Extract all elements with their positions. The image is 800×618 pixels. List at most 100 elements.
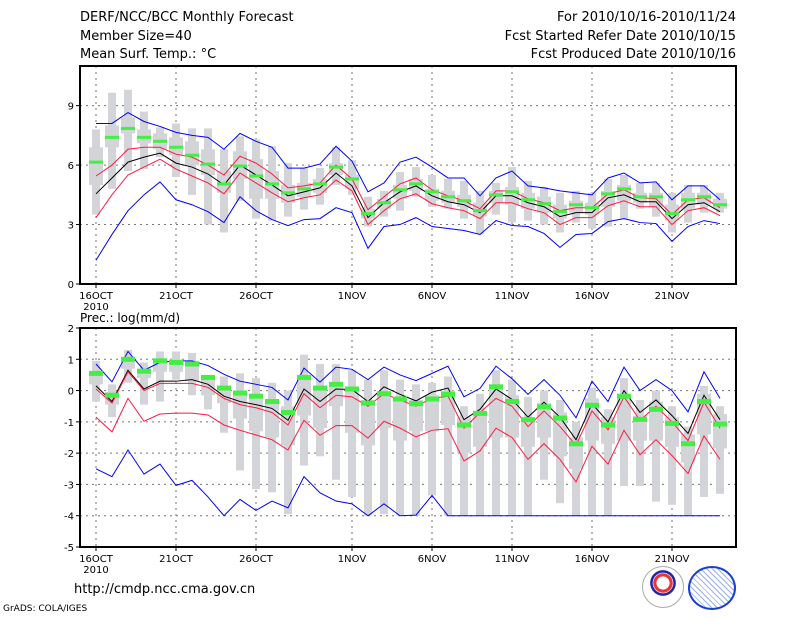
x-tick-label: 11NOV xyxy=(495,554,530,565)
range-box xyxy=(412,384,420,516)
x-tick-label: 1NOV xyxy=(338,291,367,302)
x-tick-label: 16OCT xyxy=(79,291,114,302)
marker-bar xyxy=(137,135,151,139)
y-tick-label: -3 xyxy=(64,480,74,491)
series-line-min xyxy=(95,449,720,517)
range-box xyxy=(508,379,516,516)
forecast-period: For 2010/10/16-2010/11/24 xyxy=(557,10,736,25)
range-box xyxy=(284,390,292,515)
quartile-box xyxy=(249,395,263,432)
marker-bar xyxy=(105,135,119,139)
range-box xyxy=(396,379,404,516)
marker-bar xyxy=(377,201,391,205)
range-box xyxy=(364,379,372,516)
marker-bar xyxy=(425,396,439,402)
range-box xyxy=(524,396,532,516)
y-tick-label: -2 xyxy=(64,449,74,460)
marker-bar xyxy=(649,195,663,199)
quartile-box xyxy=(521,418,535,447)
quartile-box xyxy=(585,398,599,441)
plot-frame xyxy=(79,65,737,285)
quartile-box xyxy=(617,393,631,441)
series-line-spread-upper xyxy=(95,370,721,447)
marker-bar xyxy=(553,415,567,421)
quartile-box xyxy=(489,385,503,438)
marker-bar xyxy=(233,164,247,168)
marker-bar xyxy=(601,192,615,196)
fcst-started-date: Fcst Started Refer Date 2010/10/15 xyxy=(504,29,736,44)
quartile-box xyxy=(201,149,215,175)
quartile-box xyxy=(265,399,279,438)
series-line-spread-lower xyxy=(95,158,721,226)
range-box xyxy=(492,370,500,516)
range-box xyxy=(380,370,388,515)
quartile-box xyxy=(569,200,583,213)
marker-bar xyxy=(505,190,519,194)
quartile-box xyxy=(537,403,551,438)
marker-bar xyxy=(681,198,695,202)
marker-bar xyxy=(121,126,135,130)
marker-bar xyxy=(169,145,183,149)
marker-bar xyxy=(473,209,487,213)
marker-bar xyxy=(617,393,631,399)
x-tick-label: 16NOV xyxy=(575,291,610,302)
range-box xyxy=(684,426,692,516)
quartile-box xyxy=(217,387,231,404)
marker-bar xyxy=(697,195,711,199)
marker-bar xyxy=(329,165,343,169)
marker-bar xyxy=(249,393,263,399)
quartile-box xyxy=(409,399,423,432)
quartile-box xyxy=(89,147,103,185)
marker-bar xyxy=(521,198,535,202)
marker-bar xyxy=(649,406,663,412)
marker-bar xyxy=(585,206,599,210)
marker-bar xyxy=(537,404,551,410)
x-tick-label: 1NOV xyxy=(338,554,367,565)
quartile-box xyxy=(473,412,487,447)
marker-bar xyxy=(281,409,295,415)
x-tick-label: 6NOV xyxy=(418,291,447,302)
marker-bar xyxy=(297,374,311,380)
marker-bar xyxy=(313,182,327,186)
marker-bar xyxy=(569,441,583,447)
range-box xyxy=(348,370,356,497)
marker-bar xyxy=(249,174,263,178)
website-url: http://cmdp.ncc.cma.gov.cn xyxy=(74,582,256,597)
series-line-min xyxy=(95,181,721,261)
range-box xyxy=(588,387,596,516)
marker-bar xyxy=(425,190,439,194)
marker-bar xyxy=(569,203,583,207)
marker-bar xyxy=(537,202,551,206)
marker-bar xyxy=(313,385,327,391)
y-tick-label: 6 xyxy=(68,161,74,172)
marker-bar xyxy=(553,210,567,214)
quartile-box xyxy=(425,395,439,432)
quartile-box xyxy=(425,188,439,201)
quartile-box xyxy=(633,415,647,441)
quartile-box xyxy=(121,117,135,134)
y-tick-label: 2 xyxy=(68,324,74,335)
series-line-ensemble-mean xyxy=(95,152,721,220)
panel-title: Prec.: log(mm/d) xyxy=(80,311,180,325)
quartile-box xyxy=(489,190,503,203)
range-box xyxy=(220,376,228,433)
marker-bar xyxy=(457,199,471,203)
marker-bar xyxy=(633,416,647,422)
series-line-spread-upper xyxy=(95,146,721,216)
marker-bar xyxy=(153,358,167,364)
range-box xyxy=(652,390,660,502)
quartile-box xyxy=(329,382,343,407)
quartile-box xyxy=(393,396,407,441)
marker-bar xyxy=(281,191,295,195)
marker-bar xyxy=(89,370,103,376)
chart-title: DERF/NCC/BCC Monthly Forecast xyxy=(80,10,294,25)
quartile-box xyxy=(249,159,263,199)
range-box xyxy=(156,351,164,402)
quartile-box xyxy=(121,357,135,369)
marker-bar xyxy=(601,422,615,428)
quartile-box xyxy=(377,392,391,429)
series-line-max xyxy=(96,111,721,201)
y-tick-label: -5 xyxy=(64,543,74,554)
ncc-logo xyxy=(688,566,736,610)
marker-bar xyxy=(505,399,519,405)
